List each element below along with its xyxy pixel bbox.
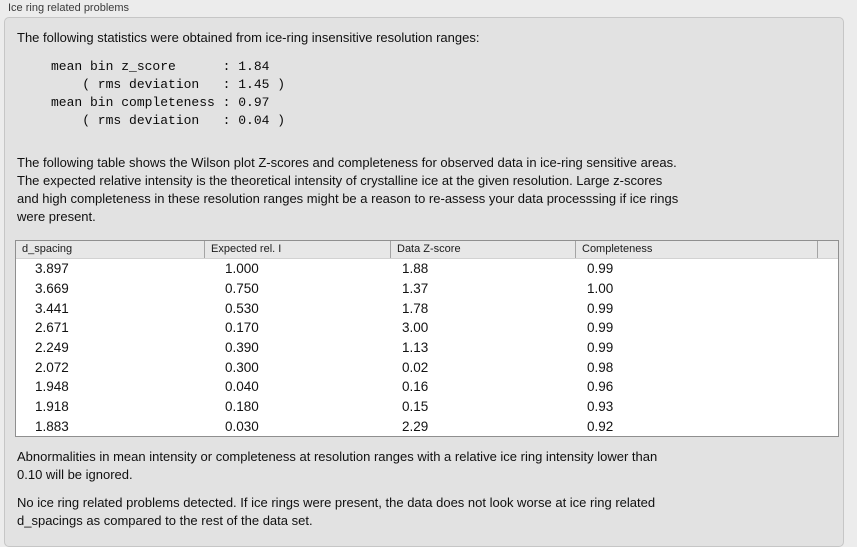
table-row[interactable]: 2.072 0.300 0.02 0.98	[16, 357, 838, 377]
table-cell: 1.918	[35, 399, 69, 415]
table-cell: 0.16	[402, 379, 429, 395]
column-header-completeness[interactable]: Completeness	[575, 241, 817, 258]
table-row[interactable]: 1.948 0.040 0.16 0.96	[16, 377, 838, 397]
column-header-expected-rel-i[interactable]: Expected rel. I	[204, 241, 390, 258]
column-header-filler	[817, 241, 838, 258]
ice-ring-panel: The following statistics were obtained f…	[4, 17, 844, 547]
table-cell: 0.15	[402, 399, 429, 415]
table-cell: 1.37	[402, 281, 429, 297]
table-cell: 0.99	[587, 261, 614, 277]
table-cell: 0.02	[402, 359, 429, 375]
table-cell: 1.13	[402, 340, 429, 356]
table-cell: 0.040	[225, 379, 259, 395]
verdict-text: No ice ring related problems detected. I…	[17, 495, 656, 528]
table-body: 3.897 1.000 1.88 0.99 3.669 0.750 1.37 1.00 3.44…	[16, 259, 838, 436]
table-cell: 3.897	[35, 261, 69, 277]
table-cell: 1.883	[35, 418, 69, 434]
table-cell: 0.98	[587, 359, 614, 375]
table-cell: 0.99	[587, 320, 614, 336]
table-cell: 0.96	[587, 379, 614, 395]
table-row[interactable]: 2.671 0.170 3.00 0.99	[16, 318, 838, 338]
table-row[interactable]: 3.441 0.530 1.78 0.99	[16, 298, 838, 318]
table-cell: 0.030	[225, 418, 259, 434]
ice-ring-table: d_spacing Expected rel. I Data Z-score Comp…	[15, 240, 839, 437]
table-row[interactable]: 3.669 0.750 1.37 1.00	[16, 279, 838, 299]
table-cell: 3.00	[402, 320, 429, 336]
table-cell: 1.000	[225, 261, 259, 277]
table-cell: 2.29	[402, 418, 429, 434]
table-cell: 2.249	[35, 340, 69, 356]
table-cell: 0.390	[225, 340, 259, 356]
table-cell: 0.530	[225, 300, 259, 316]
table-description-text: The following table shows the Wilson plo…	[17, 155, 679, 224]
table-cell: 0.300	[225, 359, 259, 375]
intro-text: The following statistics were obtained f…	[17, 30, 480, 45]
table-header-row: d_spacing Expected rel. I Data Z-score Comp…	[16, 241, 838, 259]
table-cell: 0.180	[225, 399, 259, 415]
table-cell: 0.99	[587, 300, 614, 316]
column-header-data-z-score[interactable]: Data Z-score	[390, 241, 575, 258]
table-cell: 3.441	[35, 300, 69, 316]
table-cell: 1.00	[587, 281, 614, 297]
table-cell: 1.78	[402, 300, 429, 316]
table-cell: 1.88	[402, 261, 429, 277]
ignore-threshold-note: Abnormalities in mean intensity or compl…	[17, 449, 658, 482]
table-cell: 2.671	[35, 320, 69, 336]
ice-ring-statistics-block: mean bin z_score : 1.84 ( rms deviation …	[51, 59, 286, 128]
table-cell: 3.669	[35, 281, 69, 297]
table-cell: 0.750	[225, 281, 259, 297]
table-cell: 0.93	[587, 399, 614, 415]
table-row[interactable]: 1.918 0.180 0.15 0.93	[16, 397, 838, 417]
panel-title: Ice ring related problems	[8, 2, 130, 14]
table-cell: 0.170	[225, 320, 259, 336]
table-cell: 1.948	[35, 379, 69, 395]
table-cell: 2.072	[35, 359, 69, 375]
table-cell: 0.92	[587, 418, 614, 434]
column-header-d-spacing[interactable]: d_spacing	[22, 243, 73, 255]
table-row[interactable]: 3.897 1.000 1.88 0.99	[16, 259, 838, 279]
table-row[interactable]: 1.883 0.030 2.29 0.92	[16, 417, 838, 437]
table-cell: 0.99	[587, 340, 614, 356]
table-row[interactable]: 2.249 0.390 1.13 0.99	[16, 338, 838, 358]
